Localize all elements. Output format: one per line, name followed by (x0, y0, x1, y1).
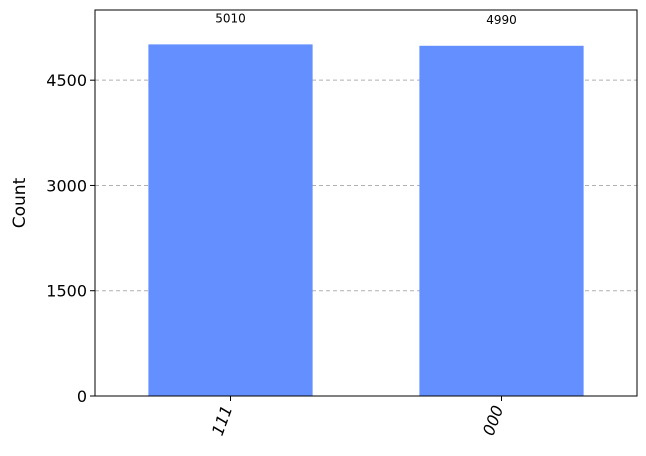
bar-value-label: 5010 (215, 11, 246, 25)
data-labels: 5010 4990 (215, 11, 517, 26)
y-axis: 0 1500 3000 4500 (46, 71, 95, 406)
bar-000 (419, 45, 584, 397)
bar-111 (148, 44, 313, 396)
y-tick-label: 1500 (46, 282, 87, 301)
y-axis-label: Count (10, 177, 30, 228)
bars (148, 44, 584, 397)
plot-frame (94, 9, 638, 397)
y-tick-label: 0 (77, 387, 87, 406)
y-tick-label: 3000 (46, 176, 87, 195)
x-axis: 111 000 (208, 396, 507, 438)
x-tick-label: 111 (208, 403, 236, 438)
y-tick-label: 4500 (46, 71, 87, 90)
bar-value-label: 4990 (486, 13, 517, 27)
x-tick-label: 000 (479, 403, 507, 438)
